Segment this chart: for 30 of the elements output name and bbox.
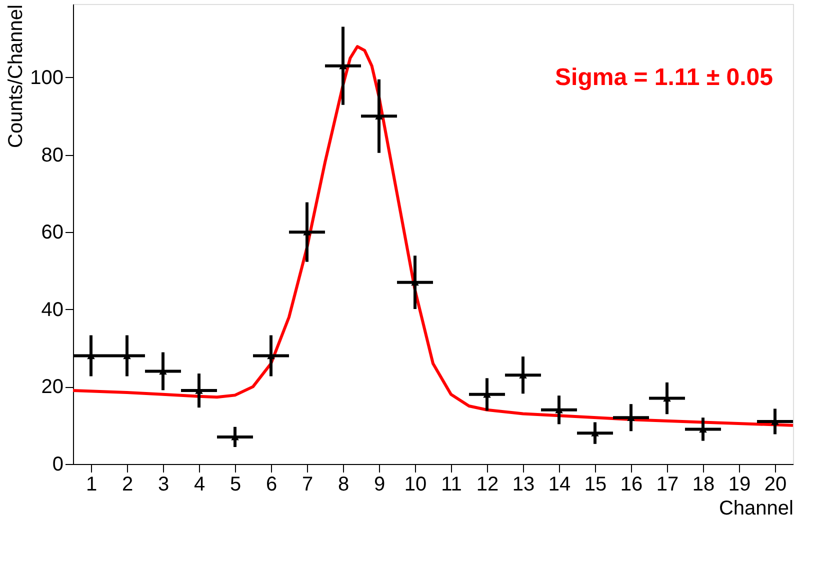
x-tick-label: 4 bbox=[194, 474, 206, 496]
x-tick-label: 2 bbox=[122, 474, 134, 496]
x-tick-label: 7 bbox=[302, 474, 314, 496]
y-tick-label: 20 bbox=[41, 376, 64, 398]
x-tick-label: 13 bbox=[512, 474, 535, 496]
y-axis-title: Counts/Channel bbox=[5, 4, 28, 148]
x-tick-label: 3 bbox=[158, 474, 170, 496]
x-tick-label: 16 bbox=[620, 474, 643, 496]
x-tick-label: 19 bbox=[728, 474, 751, 496]
x-tick-label: 5 bbox=[230, 474, 242, 496]
x-tick-label: 12 bbox=[476, 474, 499, 496]
x-tick-label: 17 bbox=[656, 474, 679, 496]
x-tick-label: 18 bbox=[692, 474, 715, 496]
x-tick-label: 8 bbox=[338, 474, 350, 496]
y-tick-label: 0 bbox=[52, 454, 64, 476]
y-tick-label: 40 bbox=[41, 298, 64, 321]
x-tick-label: 10 bbox=[404, 474, 427, 496]
line-series bbox=[72, 45, 794, 427]
x-tick-label: 6 bbox=[266, 474, 278, 496]
x-axis-title: Channel bbox=[718, 498, 794, 520]
annotation: Sigma = 1.11 ± 0.05 bbox=[555, 64, 773, 91]
x-tick-label: 15 bbox=[584, 474, 607, 496]
x-tick-label: 14 bbox=[548, 474, 571, 496]
x-tick-label: 20 bbox=[764, 474, 787, 496]
y-tick-label: 80 bbox=[41, 144, 64, 166]
y-tick-label: 60 bbox=[41, 222, 64, 244]
y-tick-label: 100 bbox=[30, 66, 64, 89]
x-tick-label: 1 bbox=[86, 474, 98, 496]
x-tick-label: 9 bbox=[374, 474, 386, 496]
x-tick-label: 11 bbox=[441, 474, 462, 496]
